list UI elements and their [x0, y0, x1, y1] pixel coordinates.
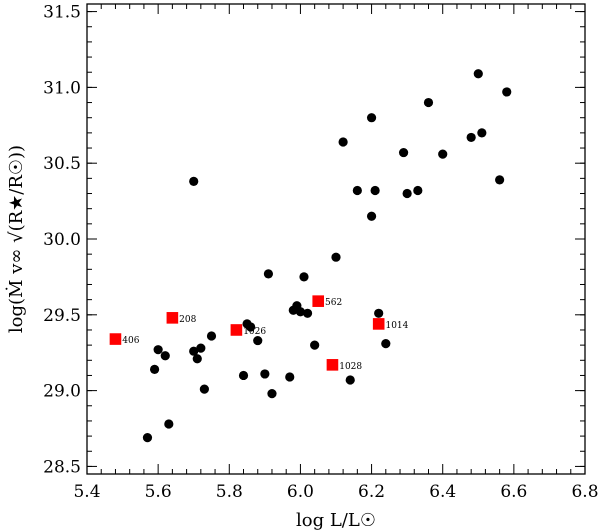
data-point — [398, 147, 409, 158]
x-tick-label: 5.4 — [73, 482, 100, 502]
y-tick-label: 29.5 — [43, 306, 81, 326]
data-point — [477, 128, 487, 138]
data-point — [189, 176, 199, 186]
data-point — [153, 345, 163, 355]
data-point — [338, 137, 348, 147]
data-point — [160, 351, 170, 361]
data-point — [238, 370, 249, 381]
y-axis-label: log(Ṁ v∞ √(R★/R☉)) — [4, 145, 27, 333]
data-point — [164, 419, 174, 429]
point-label: 1028 — [339, 362, 362, 372]
data-point — [302, 308, 313, 318]
data-point — [295, 307, 306, 317]
data-point — [473, 69, 483, 79]
data-point — [366, 211, 377, 221]
x-tick-label: 6.6 — [500, 482, 527, 502]
data-point — [253, 335, 263, 346]
data-point — [149, 364, 160, 374]
data-point — [299, 272, 309, 282]
data-point — [267, 389, 277, 399]
data-point — [502, 87, 512, 97]
highlighted-point — [109, 333, 122, 345]
x-tick-label: 6.4 — [429, 482, 456, 502]
y-tick-label: 31.0 — [43, 78, 81, 98]
highlighted-point — [166, 312, 179, 324]
data-point — [310, 340, 320, 350]
point-label: 208 — [179, 315, 196, 325]
highlighted-point — [372, 318, 385, 330]
data-point — [413, 185, 423, 196]
data-point — [189, 346, 199, 356]
x-tick-label: 5.6 — [145, 482, 172, 502]
data-point — [366, 113, 377, 123]
data-point — [206, 331, 217, 341]
point-label: 406 — [122, 336, 139, 346]
x-axis-label: log L/L☉ — [296, 510, 376, 531]
data-point — [438, 149, 448, 159]
y-tick-label: 30.0 — [43, 230, 81, 250]
point-label: 1026 — [243, 327, 266, 337]
highlighted-point — [230, 324, 243, 336]
data-point — [352, 185, 362, 196]
data-point — [466, 132, 476, 143]
data-point — [331, 252, 341, 262]
point-label: 562 — [325, 298, 342, 308]
data-point — [192, 354, 202, 364]
x-tick-label: 6.0 — [287, 482, 314, 502]
data-point — [402, 188, 412, 199]
data-point — [260, 369, 270, 379]
y-tick-label: 31.5 — [43, 3, 81, 23]
x-tick-label: 6.8 — [571, 482, 598, 502]
data-point — [381, 339, 391, 349]
data-point — [370, 185, 380, 196]
x-tick-label: 6.2 — [358, 482, 385, 502]
data-point — [199, 384, 209, 394]
data-point — [345, 375, 355, 385]
y-tick-label: 28.5 — [43, 457, 81, 477]
x-tick-label: 5.8 — [216, 482, 243, 502]
data-point — [196, 343, 206, 353]
data-point — [374, 308, 384, 318]
highlighted-point — [326, 359, 339, 371]
y-tick-label: 30.5 — [43, 154, 81, 174]
axes: 5.4 5.6 5.8 6.0 6.2 6.4 6.6 6.8 28.5 29.0 29.5 30.0… — [43, 3, 598, 502]
data-point — [285, 372, 295, 382]
data-point — [495, 175, 505, 185]
highlighted-point — [312, 295, 325, 307]
data-point — [263, 269, 274, 279]
data-point — [142, 433, 153, 443]
plot-area: 406 208 1026 562 1028 1014 — [109, 69, 512, 443]
point-label: 1014 — [385, 321, 408, 331]
y-tick-label: 29.0 — [43, 382, 81, 402]
data-point — [423, 97, 434, 108]
plot-frame — [86, 3, 586, 475]
data-point — [246, 322, 256, 332]
